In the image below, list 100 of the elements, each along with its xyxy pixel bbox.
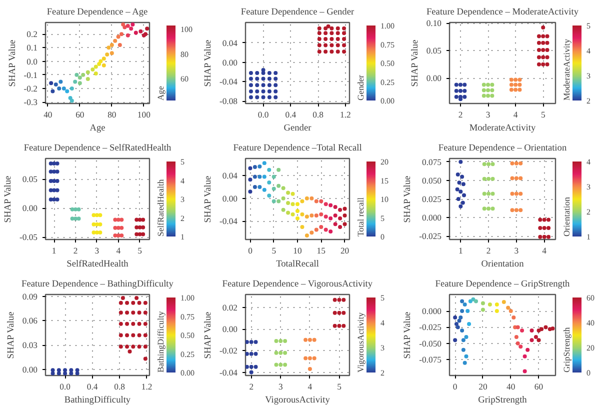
color-bar-title: Total recall [356,196,366,236]
y-tick-label: 0.00 [22,203,38,214]
color-bar-label: 2 [586,208,590,216]
chart-title: Feature Dependence – Age [46,8,148,18]
y-axis-title: SHAP Value [3,176,14,223]
x-tick-label: 20 [478,382,488,392]
y-tick-label: 0.05 [22,174,38,184]
x-tick-label: 4 [542,246,548,256]
x-tick-label: 0.0 [258,110,269,120]
x-tick-label: 5 [540,110,546,120]
x-axis-title: SelfRatedHealth [66,260,129,270]
color-bar-label: 5 [180,158,184,166]
y-axis-title: SHAP Value [410,40,420,87]
y-axis-title: SHAP Value [203,312,214,359]
color-bar-label: 0.50 [380,59,394,68]
x-tick-label: 100 [137,110,150,120]
color-bar-label: 20 [380,158,388,166]
x-tick-label: 0.4 [86,382,98,392]
color-bar-label: 5 [380,214,384,223]
y-tick-label: 0.03 [22,340,38,350]
color-bar-title: BathingDifficulty [156,310,166,372]
y-axis-title: SHAP Value [403,176,414,223]
color-bar-label: 1.00 [380,22,394,30]
x-axis-title: ModerateActivity [469,124,536,134]
color-bar-title: SelfRatedHealth [156,178,166,236]
color-bar-label: 5 [586,22,590,30]
x-axis-title: GripStrength [478,396,528,406]
color-bar-title: VigorousActivity [356,312,366,372]
chart-title: Feature Dependence –Total Recall [233,144,362,154]
y-tick-label: 0.00 [222,57,238,68]
color-bar-label: 0.00 [180,368,194,378]
color-bar-label: 60 [586,294,594,302]
y-tick-label: -0.075 [419,354,442,365]
y-tick-label: -0.08 [219,96,238,106]
x-tick-label: 10 [293,246,302,256]
chart-title: Feature Dependence – SelfRatedHealth [24,144,172,154]
x-tick-label: 80 [108,110,116,120]
color-bar-label: 0.00 [380,96,394,106]
y-axis-title: SHAP Value [203,40,214,87]
color-bar-label: 3 [586,182,590,192]
y-tick-label: 0.00 [426,73,442,84]
x-tick-label: 60 [534,382,544,392]
x-tick-label: 0 [248,246,252,256]
color-bar-label: 0.75 [180,312,194,322]
x-axis-title: BathingDifficulty [64,396,131,406]
y-tick-label: -0.3 [24,97,38,108]
chart-title: Feature Dependence – Gender [240,8,355,18]
chart-title: Feature Dependence – Orientation [438,144,567,154]
color-bar-title: ModerateActivity [562,38,572,100]
chart-title: Feature Dependence – BathingDifficulty [22,280,174,290]
y-axis-title: SHAP Value [203,176,214,223]
x-axis-title: Age [90,124,106,134]
x-tick-label: 5 [272,246,276,256]
x-tick-label: 0 [452,382,458,392]
y-tick-label: 0.025 [422,194,442,204]
color-bar-label: 0.25 [180,350,194,359]
y-tick-label: 0.1 [26,42,38,53]
color-bar-label: 0.25 [380,78,394,87]
color-bar-label: 10 [380,195,388,204]
color-bar-label: 4 [380,318,384,328]
color-bar-title: Age [156,86,166,100]
x-tick-label: 2 [73,246,78,256]
x-tick-label: 1 [52,246,56,256]
y-tick-label: 0.00 [22,364,38,374]
chart-title: Feature Dependence – GripStrength [435,280,570,290]
x-tick-label: 1 [458,246,463,256]
y-tick-label: 0.10 [426,18,442,28]
x-tick-label: 3 [94,246,100,256]
y-tick-label: 0.05 [426,46,442,56]
x-tick-label: 4 [513,110,518,120]
color-bar-label: 5 [380,294,384,302]
y-axis-title: SHAP Value [403,312,414,359]
color-bar-label: 0 [586,368,590,378]
y-tick-label: -0.04 [219,367,238,378]
color-bar-label: 2 [586,96,590,106]
color-bar-label: 2 [180,214,184,223]
x-axis-title: VigorousActivity [265,396,330,406]
x-tick-label: 5 [337,382,342,392]
x-tick-label: 2 [486,246,491,256]
x-tick-label: 20 [340,246,350,256]
x-tick-label: 5 [138,246,142,256]
color-bar-title: Orientation [562,196,572,236]
color-bar-label: 60 [180,74,188,84]
y-tick-label: 0.02 [222,302,238,312]
x-tick-label: 0.8 [312,110,324,120]
color-bar-title: GripStrength [562,326,572,372]
x-axis-title: Orientation [481,260,524,270]
x-tick-label: 1.2 [340,110,351,120]
color-bar-label: 1.00 [180,294,194,302]
y-tick-label: 0.0 [26,56,38,66]
y-tick-label: 0.06 [22,316,38,326]
color-bar-label: 40 [586,318,594,328]
x-tick-label: 0.8 [114,382,125,392]
x-tick-label: 0.0 [60,382,70,392]
color-bar-label: 80 [180,50,188,59]
x-tick-label: 15 [316,246,326,256]
x-axis-title: TotalRecall [276,260,320,270]
y-tick-label: -0.04 [219,216,238,226]
y-axis-title: SHAP Value [6,312,16,359]
y-tick-label: 0.000 [422,212,442,223]
